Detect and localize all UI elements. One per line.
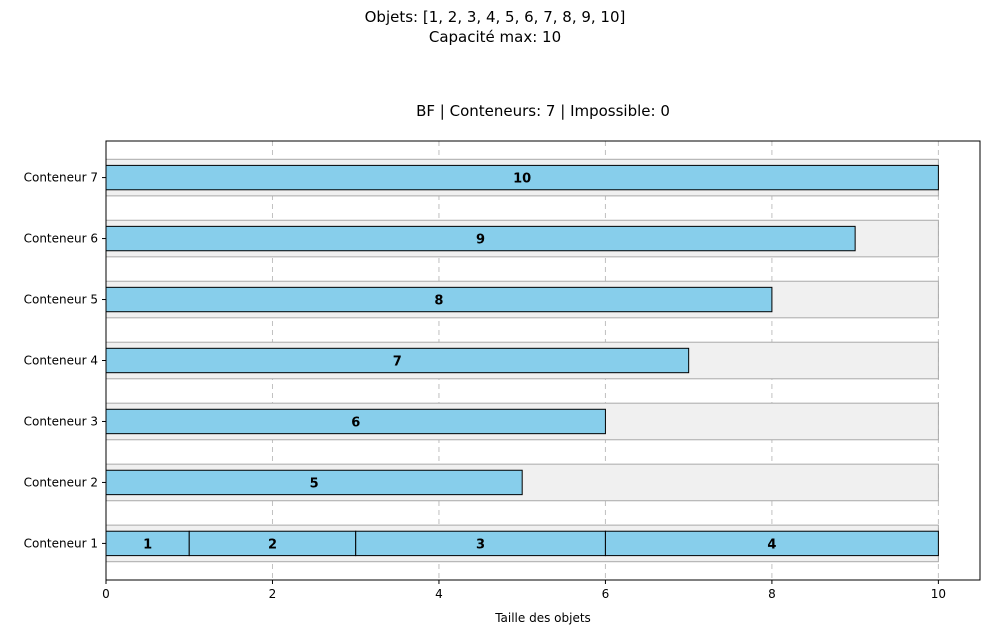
item-bar bbox=[188, 530, 357, 557]
item-label: 6 bbox=[351, 415, 360, 430]
y-tick-label: Conteneur 3 bbox=[24, 414, 98, 428]
x-tick-label: 0 bbox=[102, 587, 110, 601]
chart-title: BF | Conteneurs: 7 | Impossible: 0 bbox=[416, 102, 670, 120]
item-bar bbox=[355, 530, 606, 557]
item-label: 7 bbox=[393, 355, 402, 370]
y-tick-label: Conteneur 5 bbox=[24, 293, 98, 307]
x-axis: 0 2 4 6 8 10 bbox=[102, 580, 946, 601]
item-label: 3 bbox=[476, 537, 485, 552]
item-label: 5 bbox=[310, 476, 319, 491]
objects-title: Objets: [1, 2, 3, 4, 5, 6, 7, 8, 9, 10] bbox=[365, 8, 626, 26]
y-tick-label: Conteneur 1 bbox=[24, 536, 98, 550]
items-layer: 1 2 3 4 5 6 7 8 9 10 bbox=[105, 164, 939, 557]
x-axis-label: Taille des objets bbox=[494, 611, 591, 625]
item-bar bbox=[105, 408, 606, 435]
x-tick-label: 10 bbox=[931, 587, 946, 601]
item-bar bbox=[105, 164, 939, 191]
item-bar bbox=[604, 530, 939, 557]
item-bar bbox=[105, 225, 856, 252]
y-tick-label: Conteneur 7 bbox=[24, 171, 98, 185]
item-label: 10 bbox=[513, 172, 531, 187]
y-axis: Conteneur 1 Conteneur 2 Conteneur 3 Contene… bbox=[24, 171, 106, 550]
item-label: 4 bbox=[767, 537, 776, 552]
item-label: 1 bbox=[143, 537, 152, 552]
item-label: 9 bbox=[476, 233, 485, 248]
y-tick-label: Conteneur 6 bbox=[24, 232, 98, 246]
x-tick-label: 4 bbox=[435, 587, 443, 601]
item-label: 8 bbox=[434, 294, 443, 309]
x-tick-label: 8 bbox=[768, 587, 776, 601]
x-tick-label: 2 bbox=[269, 587, 277, 601]
y-tick-label: Conteneur 2 bbox=[24, 475, 98, 489]
y-tick-label: Conteneur 4 bbox=[24, 354, 98, 368]
item-label: 2 bbox=[268, 537, 277, 552]
item-bar bbox=[105, 347, 690, 374]
capacity-title: Capacité max: 10 bbox=[429, 28, 561, 46]
x-tick-label: 6 bbox=[602, 587, 610, 601]
